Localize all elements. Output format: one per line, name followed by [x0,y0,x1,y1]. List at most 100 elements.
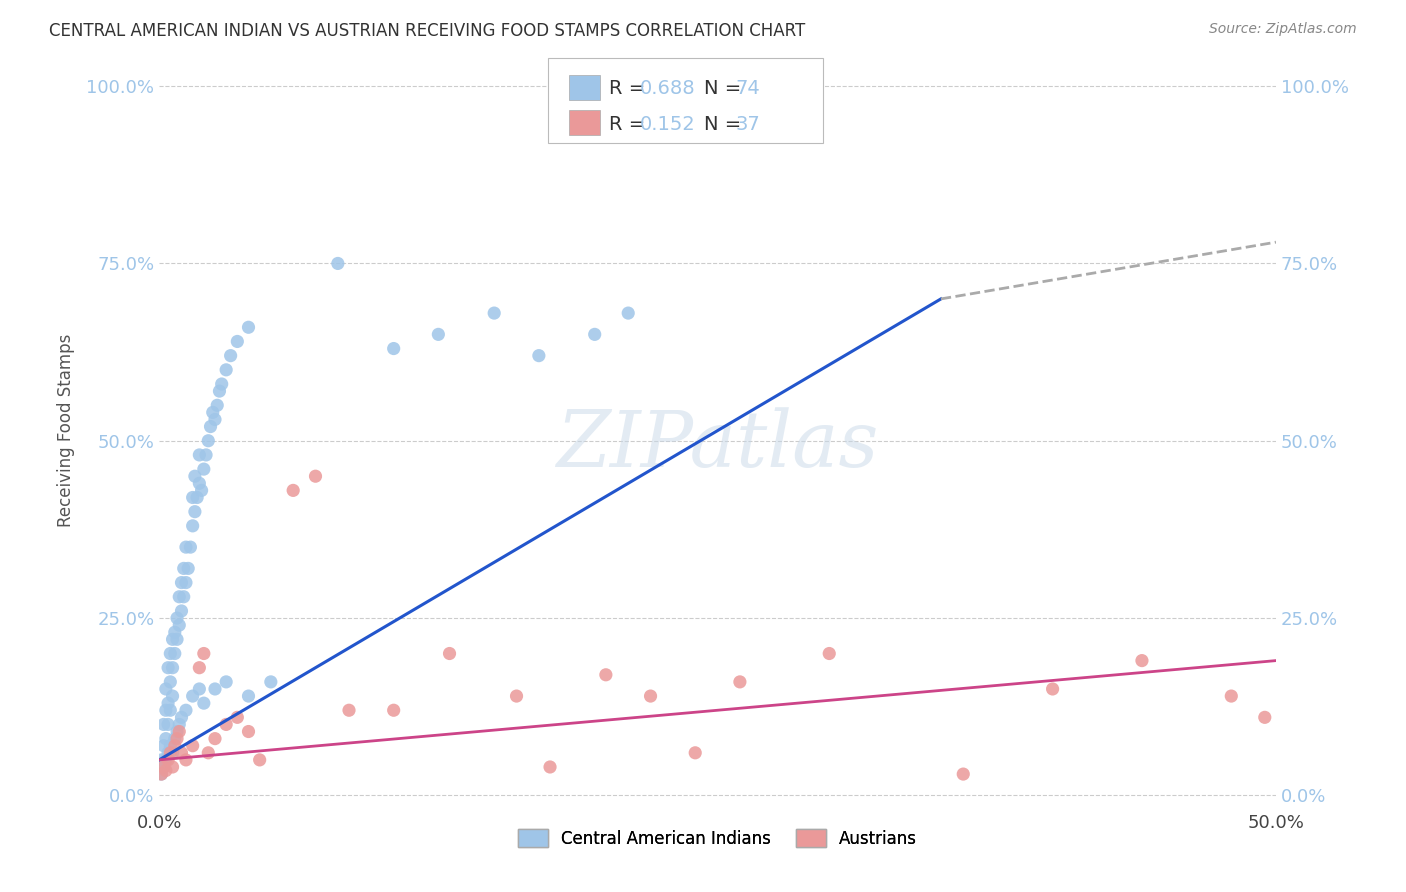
Point [174,575,197,590]
Point [195,448,218,462]
Text: 74: 74 [735,79,761,98]
Point [1220,689,1243,703]
Point [215,363,238,377]
Point [167,618,190,632]
Y-axis label: Receiving Food Stamps: Receiving Food Stamps [58,334,75,527]
Text: 37: 37 [735,115,761,134]
Point [200,419,222,434]
Point [170,575,193,590]
Point [1042,681,1064,696]
Point [193,462,215,476]
Point [157,746,180,760]
Point [197,434,219,448]
Point [181,689,204,703]
Point [155,753,177,767]
Point [304,469,326,483]
Point [159,703,181,717]
Point [174,540,197,554]
Point [181,491,204,505]
Text: CENTRAL AMERICAN INDIAN VS AUSTRIAN RECEIVING FOOD STAMPS CORRELATION CHART: CENTRAL AMERICAN INDIAN VS AUSTRIAN RECE… [49,22,806,40]
Point [617,306,640,320]
Text: 0.152: 0.152 [640,115,696,134]
Point [527,349,550,363]
Point [173,561,195,575]
Point [238,689,260,703]
Point [1130,654,1153,668]
Point [439,647,461,661]
Text: 0.688: 0.688 [640,79,696,98]
Point [188,448,211,462]
Point [188,476,211,491]
Point [505,689,527,703]
Point [337,703,360,717]
Point [170,746,193,760]
Point [163,739,186,753]
Point [181,739,204,753]
Point [226,334,249,349]
Point [952,767,974,781]
Point [184,469,207,483]
Point [166,632,188,647]
Point [215,717,238,731]
Point [427,327,450,342]
Point [211,377,233,392]
Point [595,667,617,681]
Text: N =: N = [704,79,748,98]
Point [204,731,226,746]
Text: N =: N = [704,115,748,134]
Point [188,661,211,675]
Point [150,753,173,767]
Point [249,753,271,767]
Point [193,696,215,710]
Point [193,647,215,661]
Point [184,505,207,519]
Point [538,760,561,774]
Point [640,689,662,703]
Point [152,739,174,753]
Point [215,674,238,689]
Point [204,681,226,696]
Point [162,689,184,703]
Point [163,731,186,746]
Text: Source: ZipAtlas.com: Source: ZipAtlas.com [1209,22,1357,37]
Point [162,661,184,675]
Point [170,710,193,724]
Point [166,724,188,739]
Point [157,717,180,731]
Point [177,561,200,575]
Point [205,398,228,412]
Point [1254,710,1277,724]
Point [152,717,174,731]
Point [208,384,231,398]
Point [150,767,173,781]
Point [159,674,181,689]
Point [159,746,181,760]
Point [166,611,188,625]
Point [157,696,180,710]
Point [683,746,706,760]
Point [174,703,197,717]
Point [326,256,349,270]
Text: R =: R = [609,79,651,98]
Point [238,724,260,739]
Point [728,674,751,689]
Point [157,753,180,767]
Point [155,681,177,696]
Point [159,739,181,753]
Point [188,681,211,696]
Point [204,412,226,426]
Text: ZIPatlas: ZIPatlas [557,407,879,483]
Point [179,540,201,554]
Text: R =: R = [609,115,651,134]
Point [174,753,197,767]
Point [186,491,208,505]
Point [166,731,188,746]
Point [173,590,195,604]
Point [260,674,283,689]
Point [238,320,260,334]
Legend: Central American Indians, Austrians: Central American Indians, Austrians [512,822,924,855]
Point [583,327,606,342]
Point [155,764,177,778]
Point [197,746,219,760]
Point [162,632,184,647]
